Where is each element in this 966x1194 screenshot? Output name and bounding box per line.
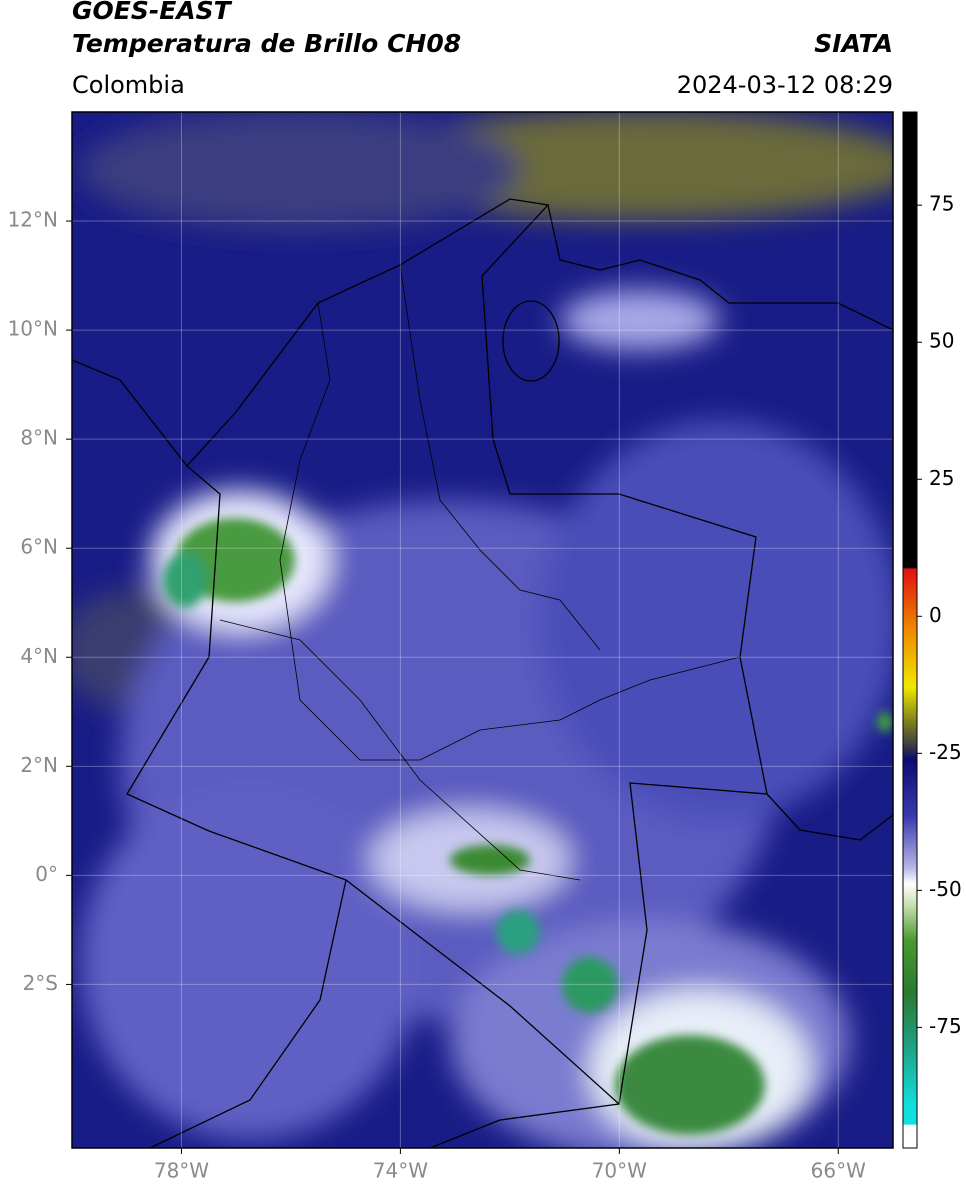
- y-tick-label: 8°N: [20, 426, 58, 450]
- colorbar-tick-label: 25: [929, 466, 954, 490]
- y-tick-label: 4°N: [20, 644, 58, 668]
- colorbar-tick-label: 75: [929, 192, 954, 216]
- colorbar: [902, 111, 918, 1149]
- colorbar-tick-label: 50: [929, 329, 954, 353]
- source: SIATA: [814, 29, 893, 58]
- satellite-image: [72, 112, 893, 1148]
- colorbar-tick-label: -50: [929, 877, 962, 901]
- region: Colombia: [72, 71, 185, 99]
- x-tick-label: 74°W: [373, 1159, 428, 1183]
- x-tick-label: 66°W: [811, 1159, 866, 1183]
- y-tick-label: 2°S: [23, 971, 58, 995]
- satellite: GOES-EAST: [72, 0, 233, 25]
- colorbar-tick-label: 0: [929, 603, 942, 627]
- y-tick-label: 12°N: [8, 208, 58, 232]
- map-frame: [71, 111, 894, 1149]
- y-tick-label: 10°N: [8, 317, 58, 341]
- datetime: 2024-03-12 08:29: [677, 71, 893, 99]
- y-tick-label: 6°N: [20, 535, 58, 559]
- x-tick-label: 78°W: [154, 1159, 209, 1183]
- colorbar-tick-label: -75: [929, 1014, 962, 1038]
- colorbar-tick-label: -25: [929, 740, 962, 764]
- x-tick-label: 70°W: [592, 1159, 647, 1183]
- product: Temperatura de Brillo CH08: [72, 29, 461, 58]
- y-tick-label: 0°: [35, 862, 58, 886]
- y-tick-label: 2°N: [20, 753, 58, 777]
